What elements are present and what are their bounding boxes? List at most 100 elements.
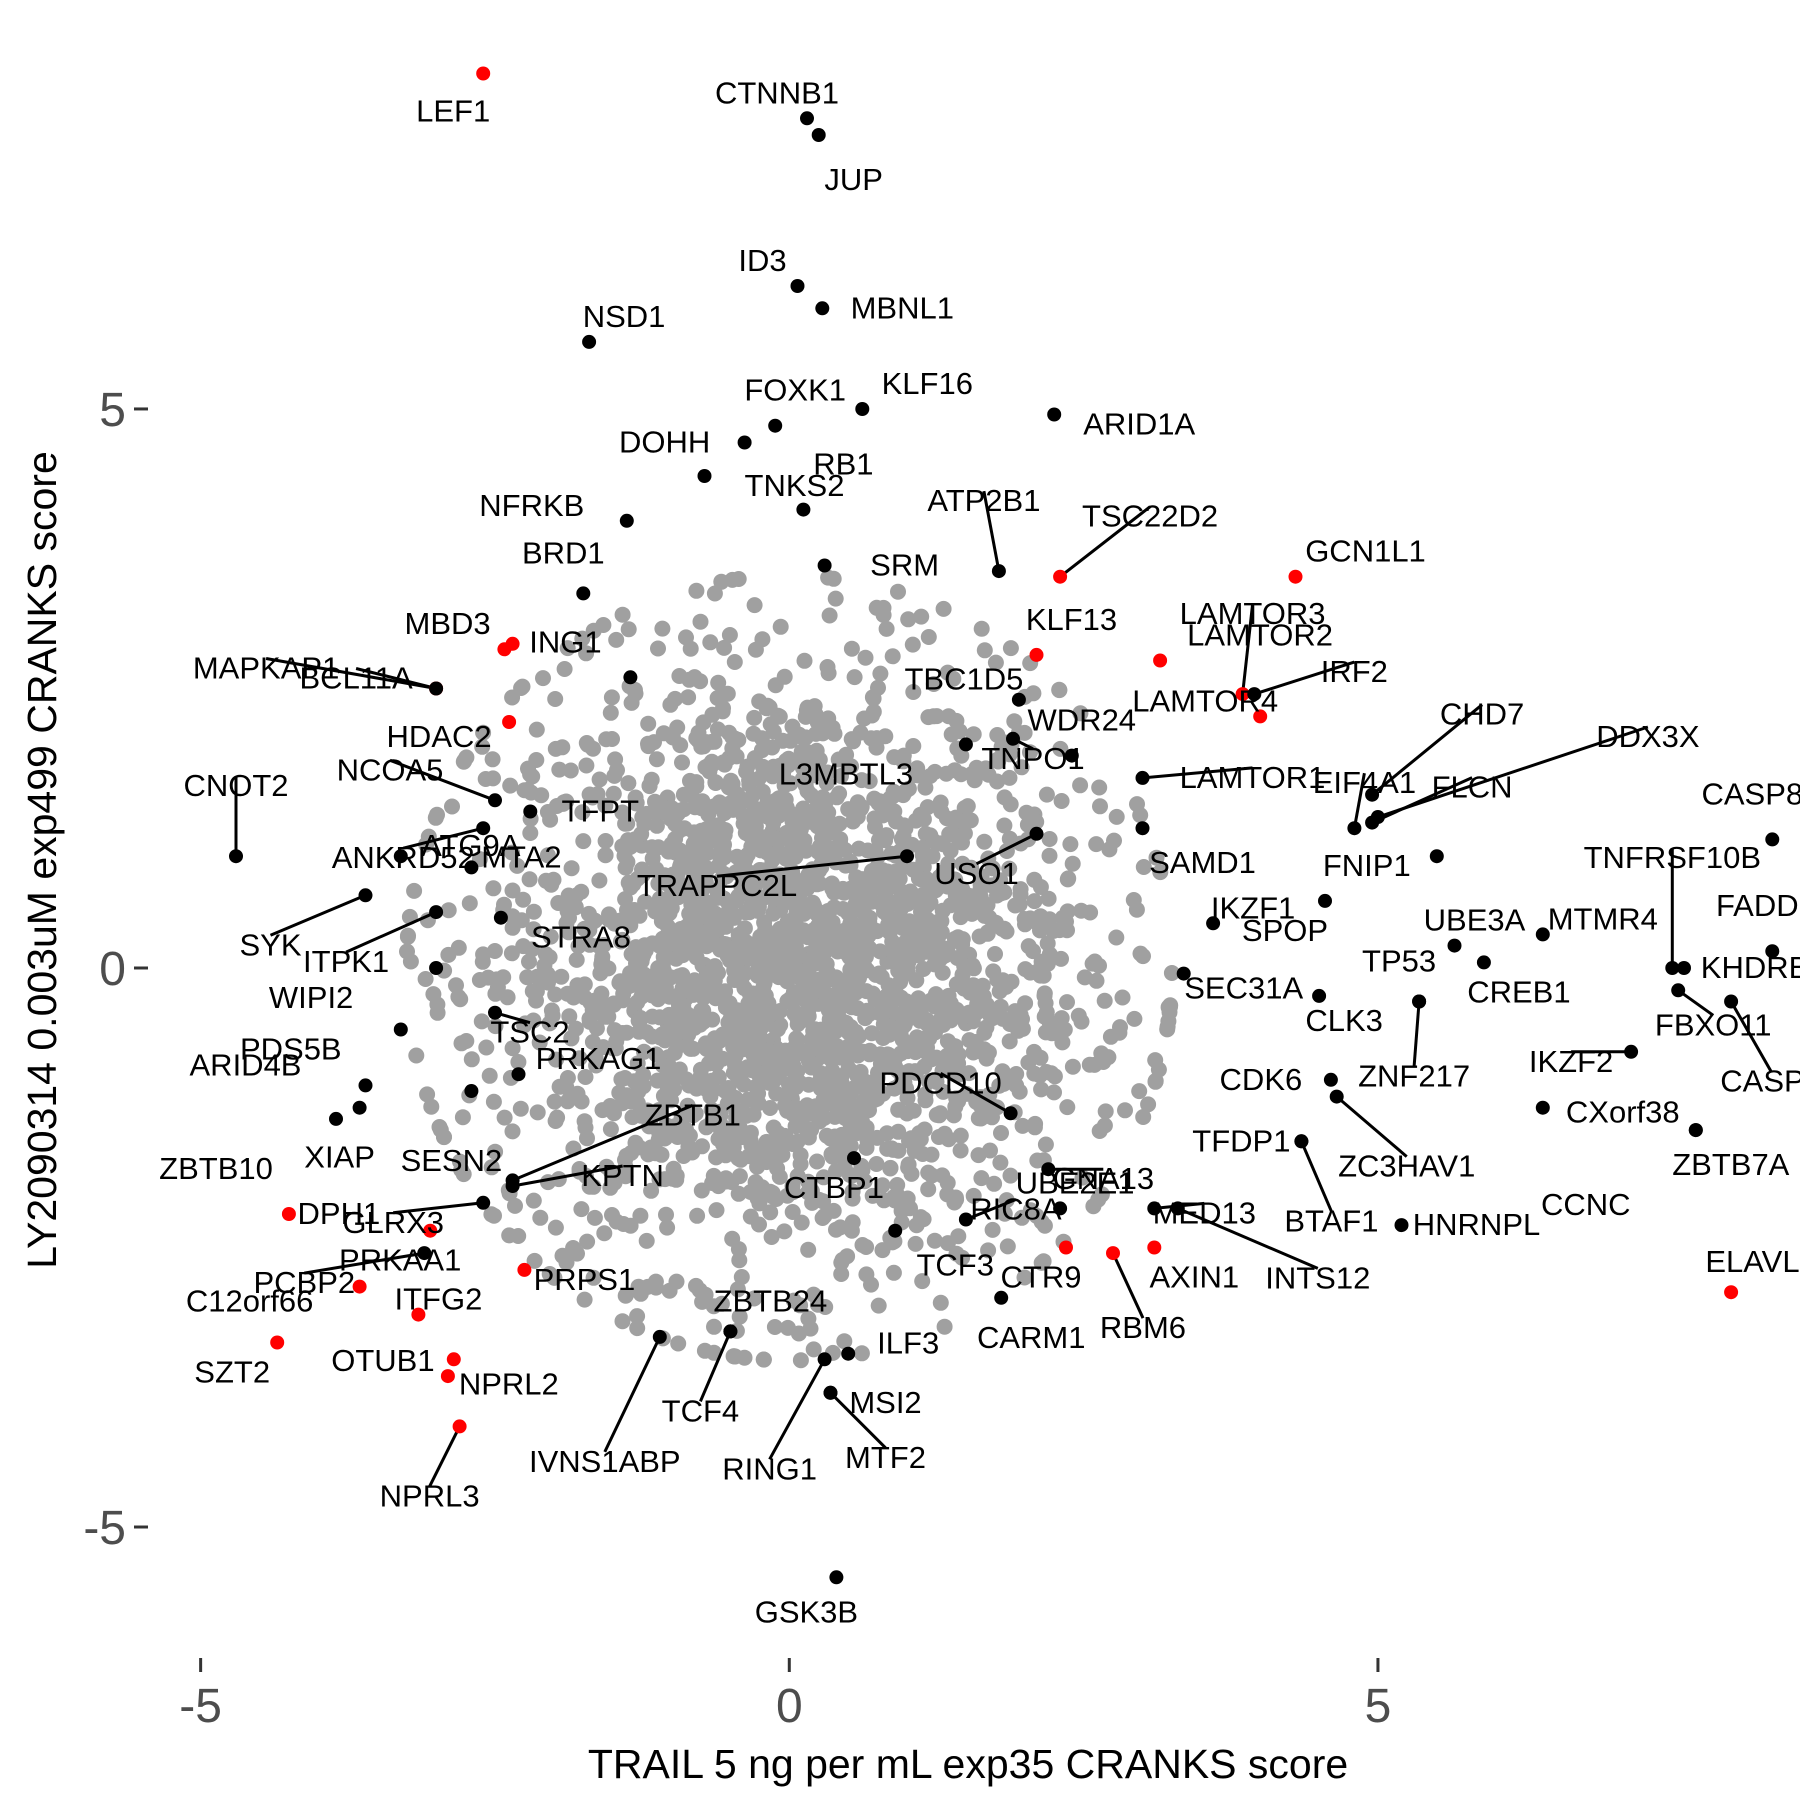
- background-point: [1038, 1004, 1055, 1021]
- background-point: [692, 673, 709, 690]
- background-point: [836, 1333, 853, 1350]
- background-point: [843, 640, 860, 657]
- significant-point: [855, 402, 870, 416]
- background-point: [954, 881, 971, 898]
- background-point: [737, 851, 754, 868]
- background-point: [695, 714, 712, 731]
- background-point: [581, 936, 598, 953]
- background-point: [1011, 896, 1028, 913]
- background-point: [935, 863, 952, 880]
- background-point: [968, 759, 985, 776]
- background-point: [807, 1098, 824, 1115]
- background-point: [623, 694, 640, 711]
- background-point: [898, 993, 915, 1010]
- leader-line: [1241, 603, 1255, 695]
- gene-label: CXorf38: [1566, 1095, 1680, 1130]
- significant-point: [488, 793, 502, 808]
- background-point: [824, 914, 841, 931]
- background-point: [1039, 955, 1056, 972]
- background-point: [914, 1273, 931, 1290]
- background-point: [835, 841, 852, 858]
- background-point: [528, 992, 544, 1009]
- background-point: [558, 1254, 575, 1271]
- background-point: [584, 789, 601, 806]
- background-point: [815, 830, 832, 847]
- background-point: [1001, 860, 1018, 877]
- significant-point: [429, 905, 444, 920]
- background-point: [905, 684, 922, 700]
- background-point: [874, 1177, 891, 1194]
- leader-line: [1371, 776, 1473, 824]
- gene-label: TBC1D5: [904, 662, 1023, 697]
- background-point: [831, 1136, 848, 1153]
- background-point: [473, 1013, 490, 1030]
- background-point: [800, 1127, 816, 1143]
- background-point: [825, 934, 841, 950]
- background-point: [631, 1023, 648, 1040]
- leader-line: [1111, 1252, 1145, 1319]
- background-point: [846, 804, 863, 821]
- background-point: [631, 1139, 648, 1156]
- gene-label: XIAP: [304, 1140, 375, 1175]
- gene-label: CASP3: [1720, 1064, 1800, 1099]
- background-point: [880, 916, 897, 933]
- gene-label: RING1: [722, 1451, 817, 1486]
- gene-label: MBNL1: [851, 290, 954, 325]
- background-point: [1091, 779, 1108, 796]
- significant-point: [841, 1346, 856, 1361]
- background-point: [753, 928, 770, 945]
- background-point: [751, 1195, 768, 1212]
- significant-point: [1323, 1072, 1338, 1087]
- gene-label: WIPI2: [269, 980, 353, 1015]
- background-point: [895, 747, 912, 764]
- gene-label: TSC22D2: [1082, 499, 1218, 534]
- significant-point: [1447, 938, 1462, 953]
- gene-label: PDCD10: [879, 1065, 1001, 1100]
- significant-point: [1665, 961, 1680, 975]
- background-point: [602, 1121, 619, 1138]
- significant-point: [1170, 1201, 1185, 1216]
- background-point: [636, 937, 653, 954]
- background-point: [787, 848, 804, 865]
- highlight-point: [440, 1369, 455, 1384]
- background-point: [637, 893, 654, 910]
- background-point: [507, 1197, 523, 1214]
- background-point: [707, 774, 724, 791]
- background-point: [602, 704, 619, 721]
- background-point: [1160, 999, 1177, 1016]
- gene-label: CREB1: [1467, 974, 1570, 1009]
- background-point: [648, 1046, 665, 1063]
- background-point: [417, 971, 434, 987]
- gene-label: NCOA5: [337, 752, 444, 787]
- background-point: [629, 1308, 646, 1325]
- background-point: [715, 843, 732, 860]
- gene-label: NFRKB: [479, 488, 584, 523]
- background-point: [776, 777, 793, 794]
- background-point: [1108, 808, 1125, 825]
- gene-label: PRKAG1: [536, 1041, 662, 1076]
- background-point: [861, 773, 878, 790]
- background-point: [425, 986, 442, 1003]
- background-point: [896, 1074, 913, 1091]
- background-point: [651, 1009, 668, 1026]
- background-point: [487, 1143, 504, 1160]
- background-point: [1100, 1049, 1117, 1066]
- background-point: [991, 983, 1008, 1000]
- leader-line: [1371, 703, 1484, 796]
- background-point: [709, 917, 726, 934]
- background-point: [900, 1011, 917, 1027]
- background-point: [954, 966, 971, 983]
- background-point: [884, 1234, 901, 1251]
- background-point: [888, 944, 905, 961]
- gene-label: GNA13: [1052, 1161, 1154, 1196]
- background-point: [796, 812, 813, 829]
- background-point: [928, 1049, 945, 1066]
- background-point: [607, 751, 624, 768]
- significant-point: [1347, 821, 1362, 836]
- background-point: [521, 953, 537, 970]
- background-point: [759, 697, 776, 714]
- background-point: [913, 608, 930, 625]
- background-point: [980, 1242, 997, 1259]
- highlight-point: [1059, 1240, 1073, 1255]
- significant-point: [1206, 916, 1221, 931]
